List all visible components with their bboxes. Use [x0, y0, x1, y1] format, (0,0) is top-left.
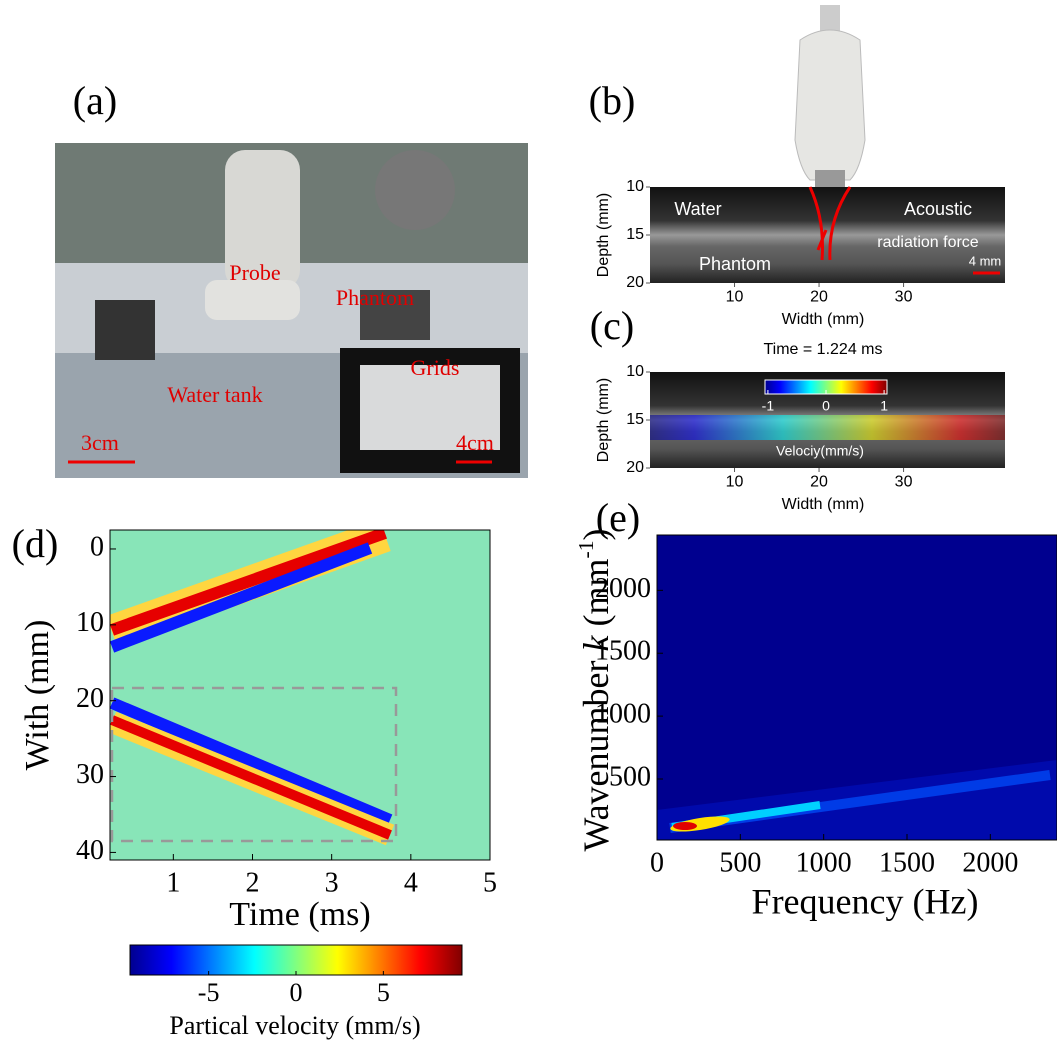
- x-tick-label: 10: [726, 474, 744, 491]
- label-part: ): [576, 528, 616, 540]
- annotation: 4cm: [456, 430, 494, 455]
- x-tick-label: 4: [404, 868, 418, 899]
- x-tick-label: 1500: [879, 848, 935, 879]
- x-tick-label: 3: [325, 868, 339, 899]
- y-tick-label: 0: [90, 531, 104, 562]
- heatmap-image: [110, 530, 490, 860]
- panel-label: (b): [589, 78, 636, 123]
- panel-label: (a): [73, 78, 117, 123]
- y-tick-label: 1500: [595, 636, 651, 667]
- colorbar-tick-label: 0: [822, 398, 830, 414]
- colorbar-tick-label: 0: [290, 978, 303, 1007]
- heatmap-image: [657, 535, 1057, 840]
- y-tick-label: 20: [626, 274, 644, 291]
- x-tick-label: 30: [895, 474, 913, 491]
- y-axis-label: Wavenumber k (mm-1): [574, 528, 616, 851]
- annotation: Water tank: [167, 382, 262, 407]
- y-tick-label: 20: [626, 459, 644, 476]
- colorbar-tick-label: -5: [198, 978, 220, 1007]
- x-tick-label: 20: [810, 474, 828, 491]
- x-tick-label: 10: [726, 289, 744, 306]
- y-tick-label: 30: [76, 759, 104, 790]
- y-tick-label: 1000: [595, 699, 651, 730]
- x-tick-label: 2: [246, 868, 260, 899]
- x-tick-label: 5: [483, 868, 497, 899]
- y-axis-label: Depth (mm): [595, 378, 612, 462]
- annotation: Water: [674, 199, 721, 219]
- ultrasound-image: [650, 187, 1005, 283]
- plot-frame: [656, 534, 1057, 841]
- x-tick-label: 1000: [796, 848, 852, 879]
- annotation: Acoustic: [904, 199, 972, 219]
- velocity-overlay: [650, 415, 1005, 440]
- colorbar-label: Velociy(mm/s): [776, 443, 864, 459]
- colorbar-tick-label: 1: [880, 398, 888, 414]
- y-tick-label: 2000: [595, 573, 651, 604]
- label-part: (mm: [576, 558, 616, 635]
- annotation: radiation force: [877, 234, 978, 251]
- probe: [794, 5, 866, 187]
- y-tick-label: 15: [626, 411, 644, 428]
- chart-title: Time = 1.224 ms: [763, 341, 882, 358]
- y-tick-label: 10: [76, 607, 104, 638]
- x-axis-label: Frequency (Hz): [752, 881, 979, 921]
- annotation: Phantom: [336, 285, 414, 310]
- highlight-box: [110, 686, 398, 843]
- y-tick-label: 500: [609, 761, 651, 792]
- colorbar-label: Partical velocity (mm/s): [169, 1011, 420, 1040]
- colorbar-tick-label: -1: [762, 398, 775, 414]
- y-tick-label: 10: [626, 178, 644, 195]
- x-tick-label: 500: [719, 848, 761, 879]
- x-axis-label: Width (mm): [782, 496, 865, 513]
- label-part: -1: [574, 540, 598, 558]
- panel-label: (d): [12, 521, 59, 566]
- y-tick-label: 15: [626, 226, 644, 243]
- y-axis-label: Depth (mm): [595, 193, 612, 277]
- x-tick-label: 2000: [962, 848, 1018, 879]
- annotation: Phantom: [699, 254, 771, 274]
- panel-label: (c): [590, 303, 634, 348]
- label-part: k: [576, 634, 616, 651]
- label-part: Wavenumber: [576, 651, 616, 851]
- x-tick-label: 20: [810, 289, 828, 306]
- x-tick-label: 0: [650, 848, 664, 879]
- plot-frame: [109, 529, 491, 861]
- y-tick-label: 10: [626, 363, 644, 380]
- photo: [55, 143, 528, 478]
- y-tick-label: 40: [76, 835, 104, 866]
- y-axis-label: With (mm): [19, 620, 56, 771]
- force-beam: [808, 186, 852, 261]
- annotation: 3cm: [81, 430, 119, 455]
- x-tick-label: 30: [895, 289, 913, 306]
- annotation: Grids: [411, 355, 460, 380]
- colorbar: [129, 944, 463, 976]
- annotation: 4 mm: [969, 253, 1002, 268]
- annotation: Probe: [229, 260, 280, 285]
- x-axis-label: Time (ms): [229, 896, 370, 933]
- y-tick-label: 20: [76, 683, 104, 714]
- panel-label: (e): [596, 495, 640, 540]
- x-axis-label: Width (mm): [782, 311, 865, 328]
- x-tick-label: 1: [166, 868, 180, 899]
- colorbar-tick-label: 5: [377, 978, 390, 1007]
